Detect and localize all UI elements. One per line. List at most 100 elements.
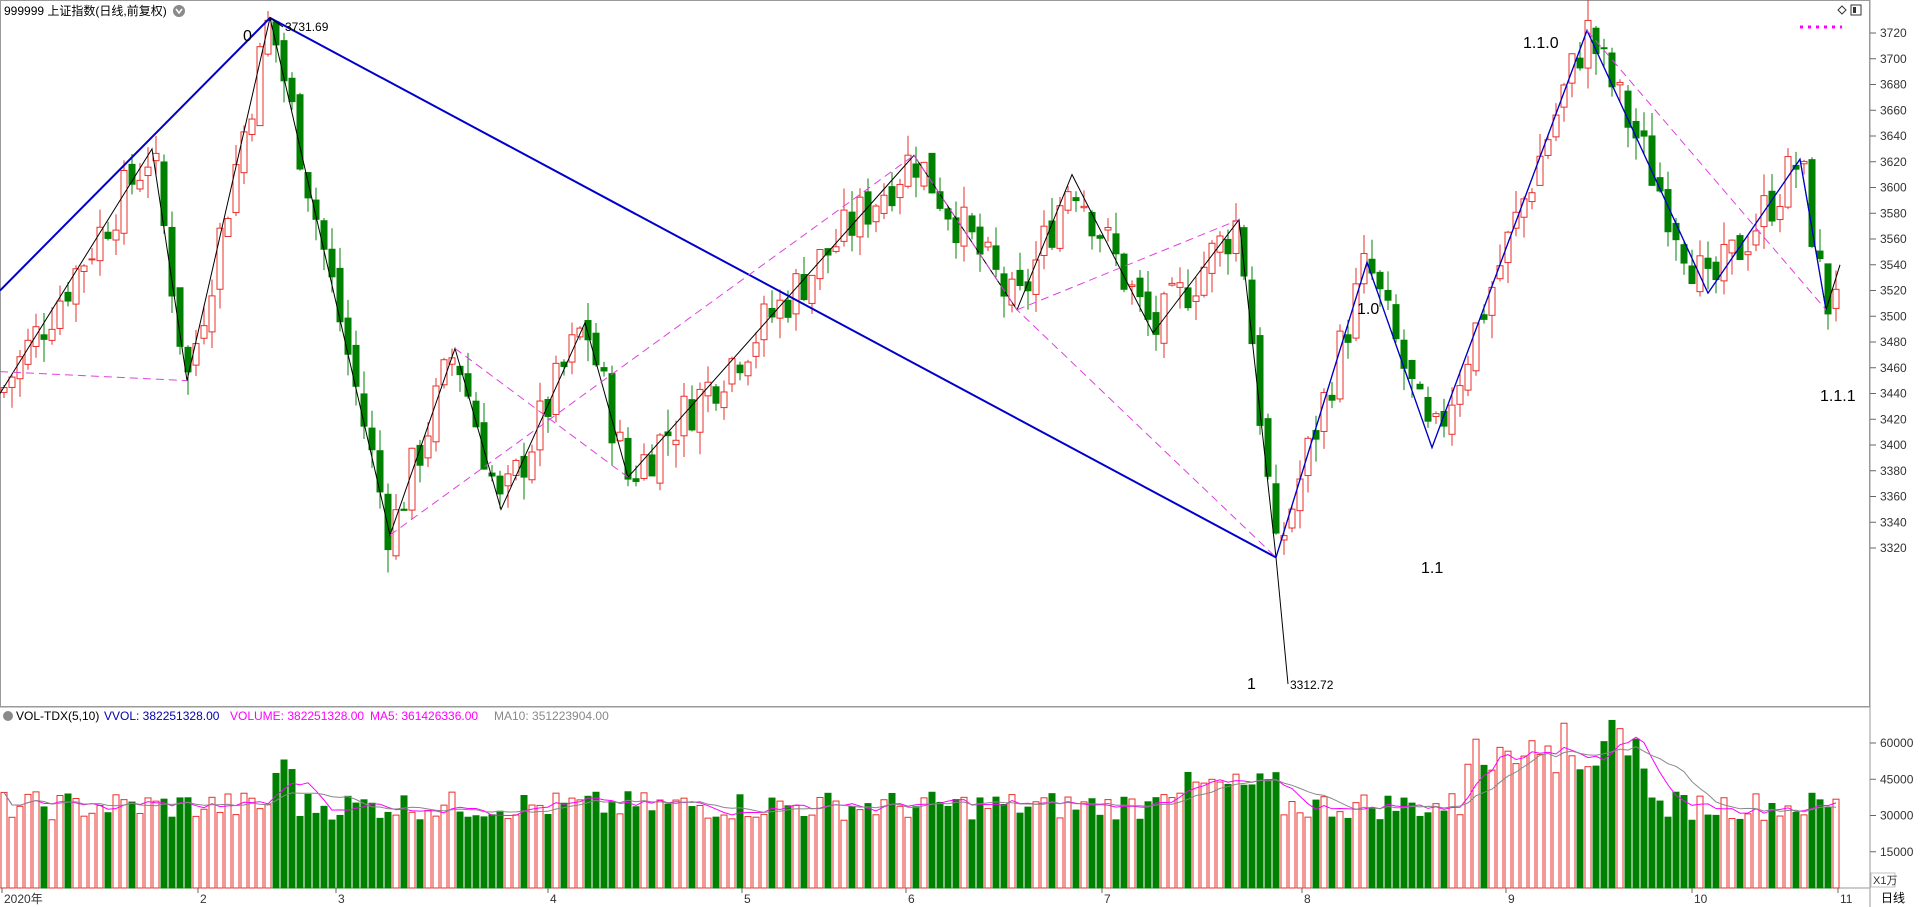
price-tick-label: 3440 bbox=[1880, 387, 1907, 401]
candle-up bbox=[528, 451, 536, 481]
volume-bar-up bbox=[72, 797, 80, 889]
volume-bar-down bbox=[1808, 792, 1816, 889]
price-tick-label: 3520 bbox=[1880, 284, 1907, 298]
settings-icon[interactable] bbox=[3, 711, 13, 721]
candle-up bbox=[1280, 535, 1288, 541]
candle-up bbox=[1832, 288, 1840, 309]
volume-bar-down bbox=[1376, 819, 1384, 889]
volume-bar-down bbox=[1392, 810, 1400, 889]
candle-up bbox=[224, 218, 232, 238]
high-value-label: 3731.69 bbox=[285, 20, 329, 34]
candle-down bbox=[1184, 287, 1192, 309]
candle-up bbox=[96, 226, 104, 262]
candle-up bbox=[1104, 226, 1112, 231]
volume-bar-up bbox=[408, 811, 416, 889]
candle-down bbox=[1400, 339, 1408, 369]
period-label[interactable]: 日线 bbox=[1881, 891, 1905, 905]
volume-bar-up bbox=[904, 816, 912, 889]
volume-bar-up bbox=[744, 816, 752, 889]
volume-bar-down bbox=[1600, 741, 1608, 889]
volume-bar-up bbox=[1008, 794, 1016, 889]
candle-down bbox=[336, 267, 344, 323]
candle-down bbox=[1424, 396, 1432, 422]
candle-up bbox=[880, 194, 888, 214]
candle-up bbox=[192, 343, 200, 366]
volume-bar-down bbox=[768, 797, 776, 889]
volume-bar-up bbox=[512, 814, 520, 889]
candle-down bbox=[352, 344, 360, 387]
volume-bar-down bbox=[600, 812, 608, 889]
candle-down bbox=[848, 211, 856, 236]
candle-down bbox=[1648, 135, 1656, 186]
volume-bar-up bbox=[120, 799, 128, 889]
diamond-icon[interactable] bbox=[1837, 5, 1847, 15]
x-tick-label: 4 bbox=[550, 892, 557, 906]
candle-down bbox=[912, 163, 920, 178]
volume-bar-down bbox=[1624, 755, 1632, 889]
price-tick-label: 3680 bbox=[1880, 78, 1907, 92]
candle-up bbox=[112, 229, 120, 241]
volume-bar-down bbox=[288, 769, 296, 889]
volume-grid bbox=[1870, 742, 1876, 853]
candle-up bbox=[536, 400, 544, 451]
volume-bar-up bbox=[832, 800, 840, 889]
window-toggle-icon[interactable] bbox=[1850, 4, 1862, 16]
volume-bar-up bbox=[1456, 814, 1464, 889]
candle-down bbox=[1808, 159, 1816, 247]
volume-bar-up bbox=[1192, 781, 1200, 889]
candle-up bbox=[1536, 155, 1544, 186]
volume-bar-down bbox=[1824, 806, 1832, 889]
candle-down bbox=[496, 475, 504, 495]
candle-down bbox=[784, 299, 792, 318]
candle-down bbox=[1264, 418, 1272, 477]
volume-bar-down bbox=[632, 806, 640, 889]
candle-up bbox=[424, 435, 432, 459]
candle-up bbox=[8, 376, 16, 388]
candle-up bbox=[568, 334, 576, 363]
volume-bar-down bbox=[736, 794, 744, 889]
candle-up bbox=[832, 246, 840, 252]
x-tick-label: 6 bbox=[908, 892, 915, 906]
candle-down bbox=[1240, 227, 1248, 277]
candle-up bbox=[512, 459, 520, 476]
dashed-wave-a bbox=[0, 371, 188, 382]
volume-bar-down bbox=[1648, 797, 1656, 889]
candle-up bbox=[680, 395, 688, 437]
volume-bar-up bbox=[136, 812, 144, 889]
volume-bar-down bbox=[480, 816, 488, 889]
candle-down bbox=[472, 400, 480, 428]
volume-bar-down bbox=[1416, 815, 1424, 889]
volume-bar-down bbox=[520, 795, 528, 889]
volume-bar-up bbox=[16, 805, 24, 889]
candle-down bbox=[936, 191, 944, 209]
volume-bar-up bbox=[256, 808, 264, 889]
volume-bar-up bbox=[424, 809, 432, 889]
x-tick-label: 9 bbox=[1508, 892, 1515, 906]
candle-up bbox=[808, 274, 816, 304]
volume-bar-up bbox=[696, 804, 704, 889]
candle-down bbox=[1816, 250, 1824, 260]
volume-bar-up bbox=[1064, 796, 1072, 889]
price-panel[interactable] bbox=[0, 0, 1870, 707]
volume-bar-down bbox=[1112, 819, 1120, 889]
volume-bar-up bbox=[1080, 801, 1088, 889]
candle-down bbox=[1600, 47, 1608, 50]
candle-up bbox=[1008, 278, 1016, 306]
volume-bar-up bbox=[872, 814, 880, 889]
volume-bar-up bbox=[152, 800, 160, 889]
volume-bar-up bbox=[1176, 792, 1184, 889]
volume-bar-down bbox=[800, 816, 808, 889]
volume-bar-down bbox=[1680, 795, 1688, 889]
volume-bar-up bbox=[1744, 813, 1752, 889]
volume-tick-label: 45000 bbox=[1880, 772, 1914, 786]
candle-down bbox=[1152, 312, 1160, 335]
vol-indicator: VOL-TDX(5,10) bbox=[16, 709, 99, 723]
chevron-down-icon[interactable] bbox=[173, 5, 185, 17]
volume-bar-up bbox=[432, 815, 440, 889]
volume-bar-down bbox=[1608, 719, 1616, 889]
candle-down bbox=[488, 472, 496, 477]
price-axis-labels: 3720 3700 3680 3660 3640 3620 3600 3580 3560 3540… bbox=[1880, 26, 1907, 555]
candle-down bbox=[1480, 314, 1488, 320]
volume-bar-down bbox=[280, 759, 288, 889]
